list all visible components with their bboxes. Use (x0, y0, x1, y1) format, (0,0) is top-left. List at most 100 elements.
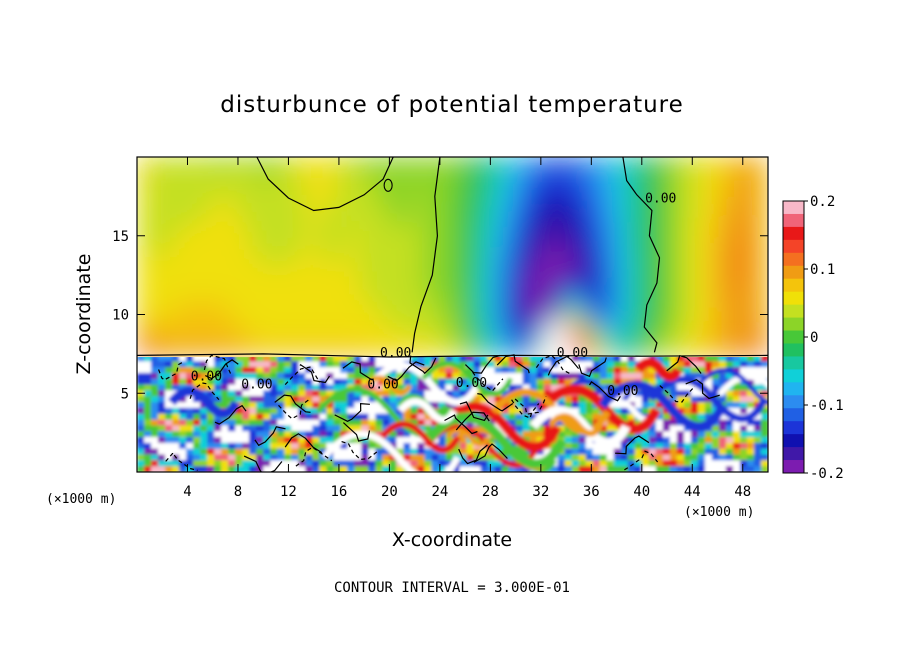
field-cell (437, 255, 444, 262)
field-cell (687, 251, 694, 257)
field-cell (432, 273, 439, 280)
field-cell (341, 157, 348, 163)
field-cell (141, 157, 148, 163)
field-cell (261, 224, 268, 230)
field-cell (326, 183, 333, 190)
field-cell (422, 237, 429, 244)
field-cell (241, 246, 248, 253)
field-cell (742, 192, 749, 199)
field-cell (587, 296, 594, 302)
field-cell (492, 233, 499, 239)
field-cell (592, 197, 599, 203)
field-cell (251, 192, 258, 199)
field-cell (216, 161, 223, 167)
field-cell (171, 201, 178, 208)
field-cell (482, 282, 489, 289)
field-cell (416, 201, 424, 208)
field-cell (246, 296, 253, 302)
field-cell (346, 188, 353, 194)
field-cell (376, 206, 384, 212)
field-cell (467, 251, 474, 257)
field-cell (512, 296, 519, 302)
field-cell (497, 161, 504, 167)
field-cell (331, 183, 338, 190)
field-cell (447, 327, 454, 334)
field-cell (201, 215, 208, 221)
field-cell (452, 228, 459, 235)
field-cell (221, 251, 228, 257)
field-cell (652, 157, 659, 163)
field-cell (572, 210, 579, 217)
field-cell (201, 179, 208, 185)
field-cell (652, 287, 659, 293)
field-cell (577, 323, 584, 330)
field-cell (236, 206, 243, 212)
field-cell (752, 179, 759, 185)
field-cell (702, 215, 709, 221)
field-cell (572, 219, 579, 226)
field-cell (406, 251, 414, 257)
field-cell (557, 255, 564, 262)
field-cell (592, 192, 599, 199)
field-cell (722, 210, 729, 217)
field-cell (677, 161, 684, 167)
field-cell (527, 170, 534, 176)
field-cell (467, 215, 474, 221)
field-cell (221, 183, 228, 190)
field-cell (151, 237, 158, 244)
field-cell (241, 318, 248, 325)
field-cell (386, 206, 394, 212)
field-cell (251, 318, 258, 325)
field-cell (512, 327, 519, 334)
field-cell (687, 170, 694, 176)
field-cell (757, 260, 764, 266)
field-cell (171, 305, 178, 311)
field-cell (226, 327, 233, 334)
field-cell (457, 296, 464, 302)
field-cell (286, 282, 293, 289)
field-cell (482, 251, 489, 257)
field-cell (241, 314, 248, 321)
field-cell (602, 282, 609, 289)
field-cell (737, 305, 744, 311)
field-cell (371, 224, 379, 230)
field-cell (627, 318, 634, 325)
field-cell (492, 174, 499, 181)
field-cell (667, 161, 674, 167)
field-cell (672, 237, 679, 244)
field-cell (707, 183, 714, 190)
field-cell (757, 269, 764, 275)
field-cell (311, 242, 318, 248)
field-cell (667, 255, 674, 262)
field-cell (472, 219, 479, 226)
field-cell (166, 188, 173, 194)
field-cell (672, 300, 679, 307)
field-cell (321, 278, 328, 284)
field-cell (602, 206, 609, 212)
field-cell (517, 332, 524, 339)
field-cell (176, 201, 183, 208)
field-cell (532, 269, 539, 275)
field-cell (306, 255, 313, 262)
field-cell (141, 264, 148, 271)
field-cell (607, 264, 614, 271)
field-cell (497, 291, 504, 298)
field-cell (657, 327, 664, 334)
field-cell (602, 305, 609, 311)
field-cell (271, 269, 278, 275)
field-cell (707, 192, 714, 199)
field-cell (652, 224, 659, 230)
field-cell (722, 197, 729, 203)
field-cell (221, 165, 228, 172)
field-cell (246, 305, 253, 311)
field-cell (331, 332, 338, 339)
field-cell (251, 183, 258, 190)
field-cell (326, 287, 333, 293)
field-cell (331, 206, 338, 212)
field-cell (572, 170, 579, 176)
field-cell (226, 165, 233, 172)
field-cell (386, 157, 394, 163)
field-cell (416, 224, 424, 230)
field-cell (161, 282, 168, 289)
field-cell (186, 251, 193, 257)
